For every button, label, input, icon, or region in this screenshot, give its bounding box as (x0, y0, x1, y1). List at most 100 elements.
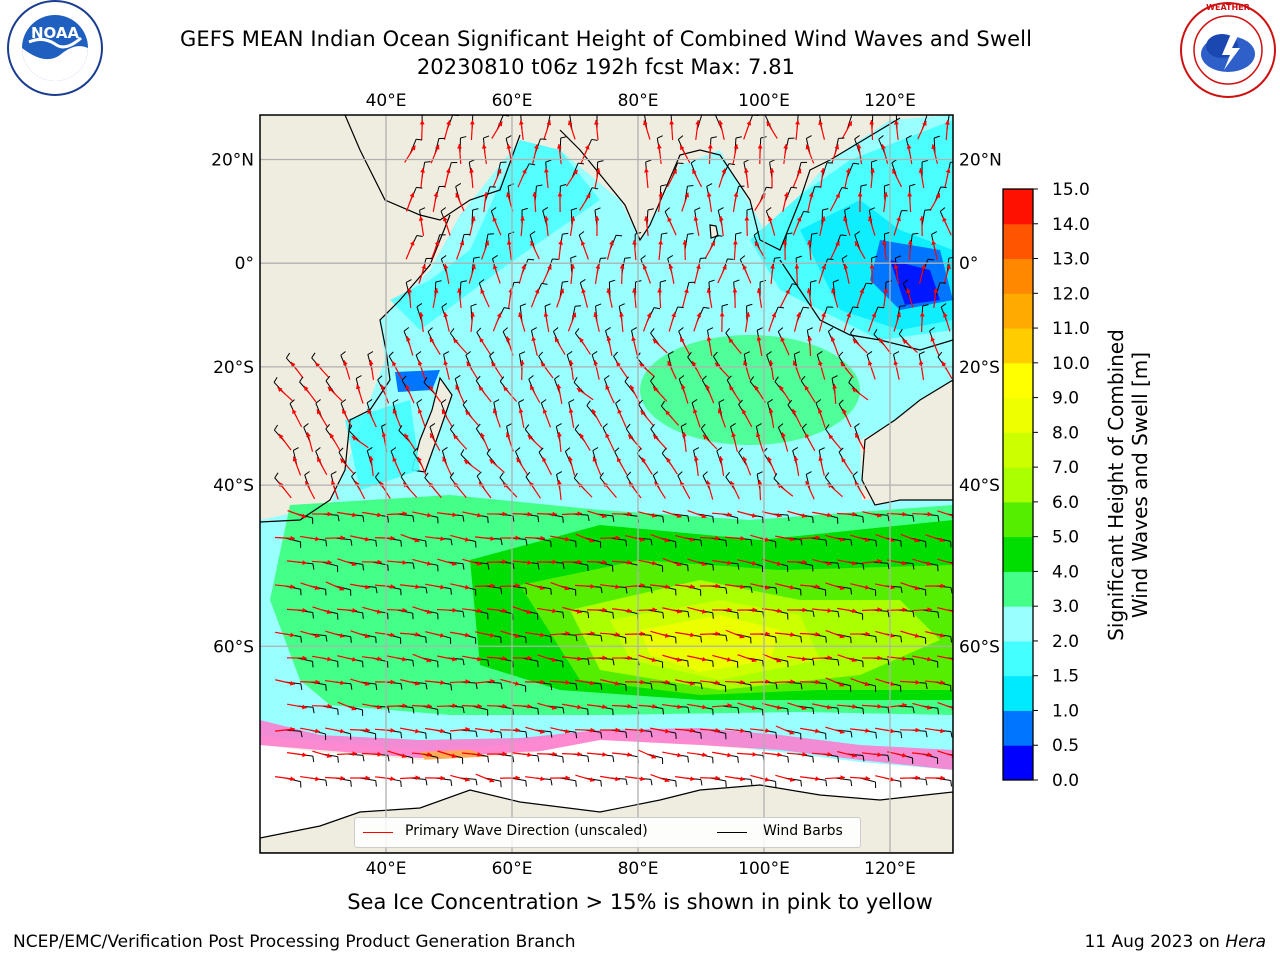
wave-arrow-head (818, 456, 824, 462)
wave-arrow-head (589, 777, 595, 782)
wave-arrow-head (746, 120, 752, 126)
wave-arrow-head (534, 288, 540, 294)
wave-arrow-head (831, 288, 836, 294)
wind-barb-flag (449, 328, 455, 334)
wind-barb-flag (416, 303, 423, 308)
wave-arrow-head (410, 145, 416, 151)
wave-arrow-head (392, 361, 397, 367)
wave-arrow-head (827, 512, 832, 518)
wind-barb-flag (841, 255, 848, 260)
wave-arrow-head (706, 288, 712, 293)
wave-arrow-head (457, 288, 462, 293)
wave-arrow-head (902, 560, 907, 566)
wind-barb-flag (486, 448, 491, 454)
wave-arrow-head (877, 558, 882, 564)
wave-arrow-head (602, 559, 607, 565)
wind-barb-flag (871, 159, 878, 163)
wind-barb-flag (483, 135, 490, 139)
wave-arrow-head (571, 312, 577, 318)
wind-barb-flag (312, 563, 315, 570)
wind-barb-flag (675, 780, 677, 787)
wave-arrow-head (434, 144, 440, 150)
wave-arrow-head (585, 193, 591, 199)
wave-arrow-head (527, 511, 532, 517)
wind-barb-flag (449, 424, 455, 430)
wind-barb-flag (367, 351, 374, 355)
wave-arrow-head (906, 144, 912, 149)
colorbar-tick-label: 2.0 (1052, 632, 1079, 652)
wind-barb-flag (475, 423, 481, 429)
wave-arrow-head (602, 752, 607, 757)
wind-barb-flag (825, 780, 828, 787)
wind-barb-flag (362, 564, 365, 571)
wave-arrow-head (381, 432, 387, 437)
wave-arrow-head (527, 560, 532, 565)
wind-barb-flag (625, 423, 631, 429)
wave-arrow-head (889, 537, 895, 543)
wind-barb-flag (626, 471, 632, 477)
wind-barb-flag (700, 683, 703, 690)
wind-barb-flag (499, 376, 505, 382)
wave-arrow-head (727, 560, 732, 566)
wind-barb-flag (403, 327, 410, 332)
wave-arrow-head (742, 264, 748, 270)
wave-arrow-head (415, 775, 420, 781)
wave-arrow-head (692, 169, 697, 175)
wind-barb-flag (766, 186, 773, 189)
wave-arrow-head (926, 561, 932, 566)
wind-barb-flag (800, 636, 803, 643)
wave-arrow-head (651, 754, 657, 759)
colorbar-segment (1003, 571, 1033, 607)
wave-arrow-head (790, 536, 795, 542)
wave-arrow-head (839, 585, 845, 591)
wind-barb-flag (429, 423, 436, 428)
svg-text:NOAA: NOAA (31, 24, 80, 42)
grid-lines (260, 115, 953, 853)
wave-arrow-head (409, 192, 415, 198)
wave-arrow-head (490, 728, 495, 734)
wind-barb-flag (575, 780, 577, 787)
colorbar-segment (1003, 675, 1033, 711)
wave-arrow-head (852, 608, 857, 614)
wind-barb-flag (541, 399, 547, 404)
wave-arrow-head (796, 168, 802, 174)
wave-arrow-head (927, 607, 932, 613)
wind-barb-flag (462, 399, 468, 406)
wave-arrow-head (502, 511, 507, 517)
wind-barb-flag (476, 471, 482, 477)
wind-barb-flag (937, 611, 940, 618)
wave-arrow-head (821, 264, 826, 270)
wind-barb-flag (650, 779, 653, 786)
wave-arrow-head (453, 434, 458, 440)
wave-arrow-head (665, 584, 670, 590)
wind-barb-flag (812, 756, 814, 763)
wind-barb-flag (887, 563, 890, 570)
wave-arrow-head (506, 336, 511, 342)
wave-arrow-head (568, 360, 574, 365)
wave-arrow-head (466, 361, 472, 367)
wind-barb-flag (500, 683, 503, 690)
wave-arrow-head (315, 536, 320, 542)
wave-arrow-head (330, 480, 336, 486)
wave-arrow-head (664, 777, 670, 783)
wave-arrow-head (727, 607, 732, 613)
wind-barb-flag (405, 279, 412, 283)
wind-barb-flag (657, 135, 663, 139)
wind-barb-flag (424, 161, 431, 163)
wave-arrow-head (465, 727, 470, 732)
wind-barb-flag (775, 732, 778, 739)
lon-tick-bottom: 60°E (492, 859, 533, 879)
wind-barb-flag (531, 327, 537, 331)
wind-barb-flag (939, 207, 946, 212)
wave-arrow-head (839, 633, 845, 639)
wind-barb-flag (775, 587, 778, 594)
wind-barb-flag (893, 351, 900, 355)
wave-arrow-head (705, 384, 711, 390)
wind-barb-flag (650, 539, 653, 546)
wave-arrow-head (292, 409, 297, 415)
wave-arrow-head (577, 704, 582, 710)
colorbar-tick-label: 3.0 (1052, 597, 1079, 617)
wave-arrow-head (889, 584, 895, 590)
wave-arrow-head (815, 584, 820, 589)
wave-arrow-head (643, 120, 648, 126)
